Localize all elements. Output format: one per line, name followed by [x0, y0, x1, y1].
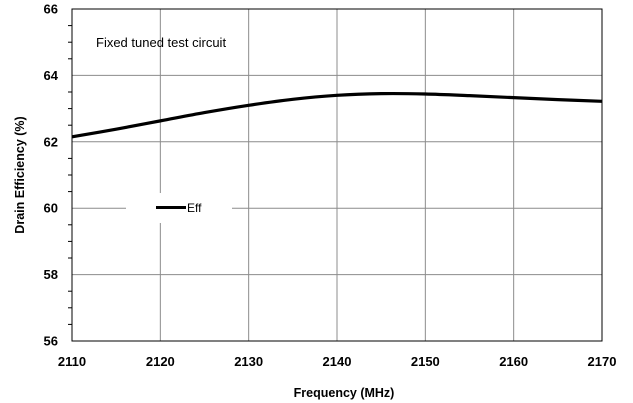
y-axis-title: Drain Efficiency (%): [13, 116, 27, 233]
y-tick-labels: 56 58 60 62 64 66: [44, 2, 59, 349]
legend-label-eff: Eff: [187, 201, 202, 215]
x-tick-label: 2120: [146, 354, 175, 369]
legend: Eff: [126, 193, 232, 223]
x-tick-labels: 2110 2120 2130 2140 2150 2160 2170: [58, 354, 617, 369]
x-tick-label: 2170: [588, 354, 617, 369]
x-tick-label: 2160: [499, 354, 528, 369]
grid-lines: [71, 8, 603, 342]
x-tick-label: 2140: [323, 354, 352, 369]
x-tick-label: 2110: [58, 354, 86, 369]
x-tick-label: 2130: [234, 354, 263, 369]
y-tick-label: 66: [44, 2, 58, 17]
y-tick-label: 62: [44, 134, 58, 149]
minor-ticks: [68, 25, 72, 325]
x-axis-title: Frequency (MHz): [294, 386, 395, 400]
y-tick-label: 60: [44, 201, 58, 216]
series-layer: [71, 91, 603, 139]
chart-annotation: Fixed tuned test circuit: [96, 35, 226, 50]
x-tick-label: 2150: [411, 354, 440, 369]
y-tick-label: 64: [44, 68, 59, 83]
y-tick-label: 56: [44, 334, 58, 349]
y-tick-label: 58: [44, 267, 58, 282]
plot-area-border: [71, 8, 603, 342]
series-line-eff: [71, 91, 603, 139]
